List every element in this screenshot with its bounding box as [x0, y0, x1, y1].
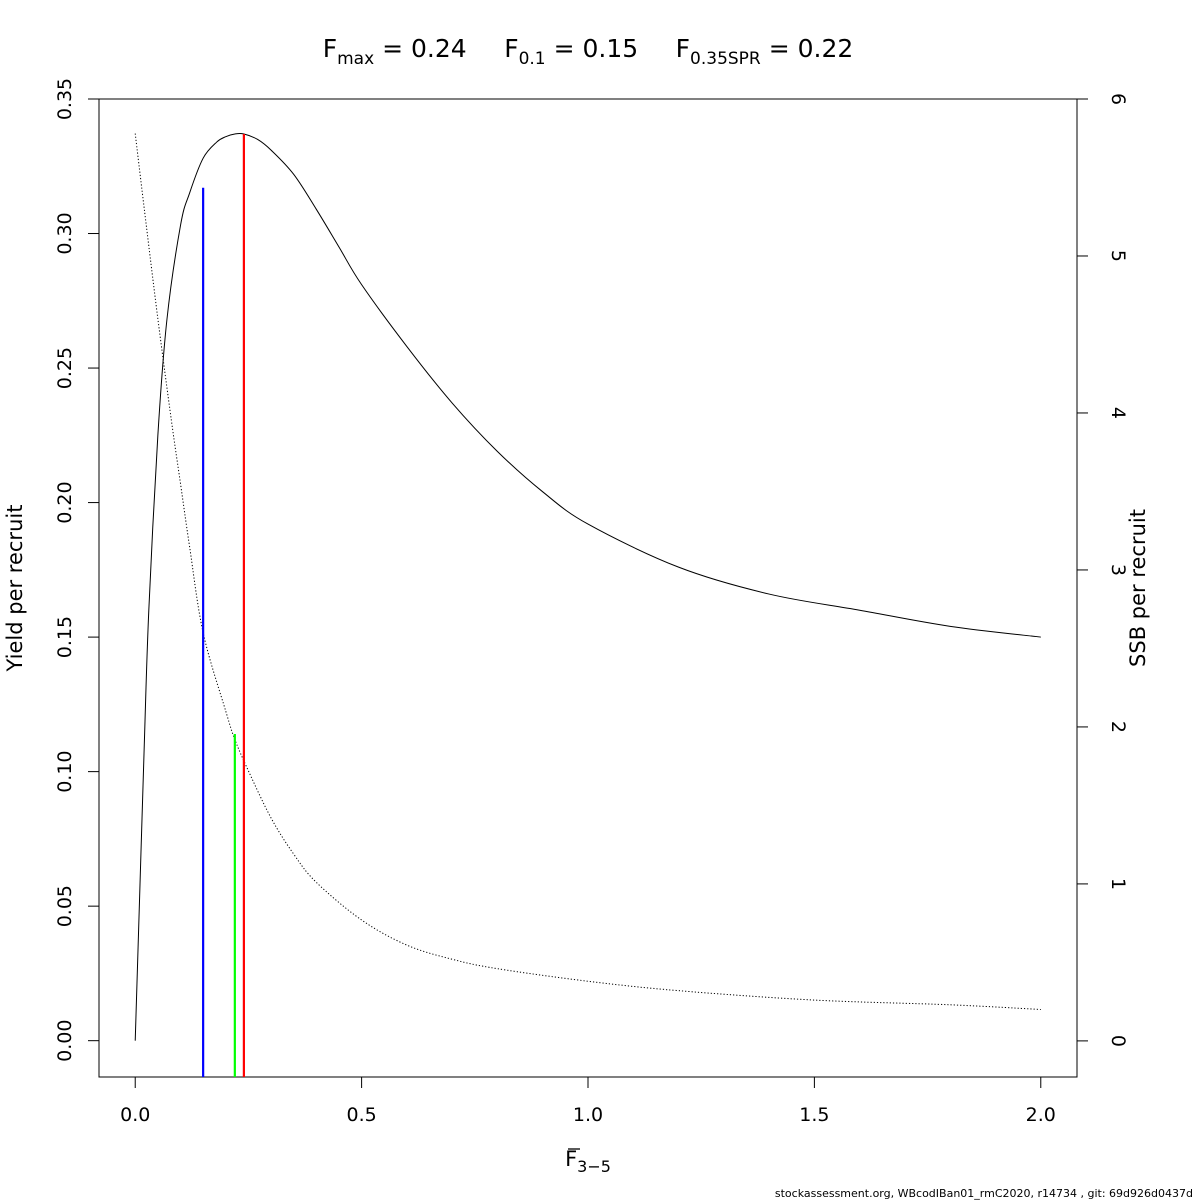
- x-tick-label: 2.0: [1026, 1104, 1056, 1126]
- y-axis-left-label: Yield per recruit: [3, 505, 27, 673]
- x-tick-label: 0.5: [347, 1104, 377, 1126]
- y-right-tick-label: 0: [1107, 1035, 1129, 1047]
- x-tick-label: 1.0: [573, 1104, 603, 1126]
- y-left-tick-label: 0.15: [54, 616, 76, 658]
- yield-per-recruit-line: [134, 132, 1041, 1041]
- x-tick-label: 0.0: [120, 1104, 150, 1126]
- y-right-tick-label: 4: [1107, 407, 1129, 419]
- x-axis-label: F3−5: [565, 1147, 611, 1176]
- y-right-tick-label: 2: [1107, 721, 1129, 733]
- x-tick-label: 1.5: [799, 1104, 829, 1126]
- x-axis: 0.0 0.5 1.0 1.5 2.0: [120, 1076, 1056, 1126]
- y-left-tick-label: 0.25: [54, 347, 76, 389]
- y-left-tick-label: 0.20: [54, 481, 76, 523]
- y-right-tick-label: 5: [1107, 250, 1129, 262]
- y-axis-right: 0 1 2 3 4 5 6: [1077, 93, 1129, 1047]
- y-left-tick-label: 0.00: [54, 1020, 76, 1062]
- chart-title: Fmax = 0.24 F0.1 = 0.15 F0.35SPR = 0.22: [323, 34, 854, 69]
- reference-lines: [202, 133, 245, 1077]
- y-left-tick-label: 0.30: [54, 212, 76, 254]
- ssb-per-recruit-line: [134, 133, 1041, 1010]
- y-axis-left: 0.00 0.05 0.10 0.15 0.20 0.25 0.30 0.35: [54, 78, 99, 1062]
- y-left-tick-label: 0.10: [54, 750, 76, 792]
- y-right-tick-label: 1: [1107, 878, 1129, 890]
- series-layer: [134, 132, 1041, 1041]
- y-left-tick-label: 0.35: [54, 78, 76, 120]
- footer-credit: stockassessment.org, WBcodIBan01_rmC2020…: [775, 1187, 1193, 1200]
- y-axis-right-label: SSB per recruit: [1126, 509, 1150, 667]
- y-right-tick-label: 6: [1107, 93, 1129, 105]
- y-left-tick-label: 0.05: [54, 885, 76, 927]
- plot-frame: [98, 98, 1078, 1078]
- y-right-tick-label: 3: [1107, 564, 1129, 576]
